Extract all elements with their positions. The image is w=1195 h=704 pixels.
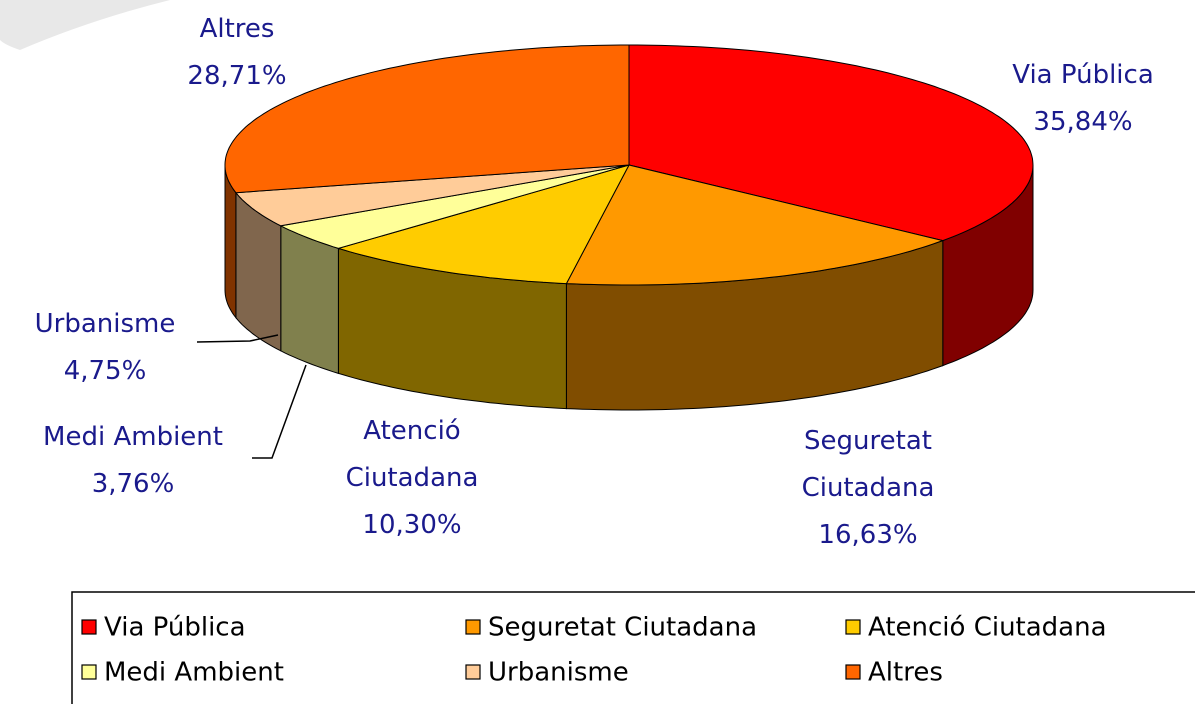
slice [565, 164, 945, 286]
data-label: Atenció Ciutadana 10,30% [317, 408, 507, 549]
legend-box [71, 591, 1195, 704]
leader-line [252, 364, 307, 459]
leader-line [196, 334, 279, 343]
legend-swatch [81, 619, 97, 635]
legend-label: Via Pública [104, 613, 246, 643]
legend-label: Altres [868, 658, 943, 688]
legend-swatch [845, 619, 861, 635]
label-name: Altres [199, 14, 275, 44]
label-name: Via Pública [1012, 60, 1154, 90]
legend-label: Urbanisme [488, 658, 629, 688]
legend-swatch [465, 664, 481, 680]
legend: Via Pública Seguretat Ciutadana Atenció Ci… [81, 613, 1107, 688]
label-value: 10,30% [362, 510, 462, 540]
legend-swatch [845, 664, 861, 680]
decoration [0, 0, 170, 50]
slice [279, 164, 630, 249]
data-label: Seguretat Ciutadana 16,63% [773, 418, 963, 559]
slice [234, 164, 630, 227]
legend-label: Atenció Ciutadana [868, 613, 1107, 643]
slice [224, 44, 630, 194]
legend-swatch [465, 619, 481, 635]
label-value: 16,63% [818, 520, 918, 550]
data-label: Medi Ambient 3,76% [3, 414, 263, 508]
pie [224, 44, 1034, 411]
label-value: 28,71% [187, 61, 287, 91]
data-label: Urbanisme 4,75% [0, 301, 215, 395]
slice [628, 44, 1034, 242]
label-name: Medi Ambient [43, 422, 223, 452]
label-value: 4,75% [63, 356, 147, 386]
data-label: Altres 28,71% [137, 6, 337, 100]
label-value: 35,84% [1033, 107, 1133, 137]
data-label: Via Pública 35,84% [953, 52, 1195, 146]
label-name: Seguretat Ciutadana [801, 426, 935, 503]
legend-swatch [81, 664, 97, 680]
label-name: Urbanisme [34, 309, 176, 339]
label-value: 3,76% [91, 469, 175, 499]
legend-label: Medi Ambient [104, 658, 284, 688]
slice [336, 164, 630, 285]
label-name: Atenció Ciutadana [345, 416, 479, 493]
slice-side [280, 224, 339, 375]
legend-label: Seguretat Ciutadana [488, 613, 757, 643]
